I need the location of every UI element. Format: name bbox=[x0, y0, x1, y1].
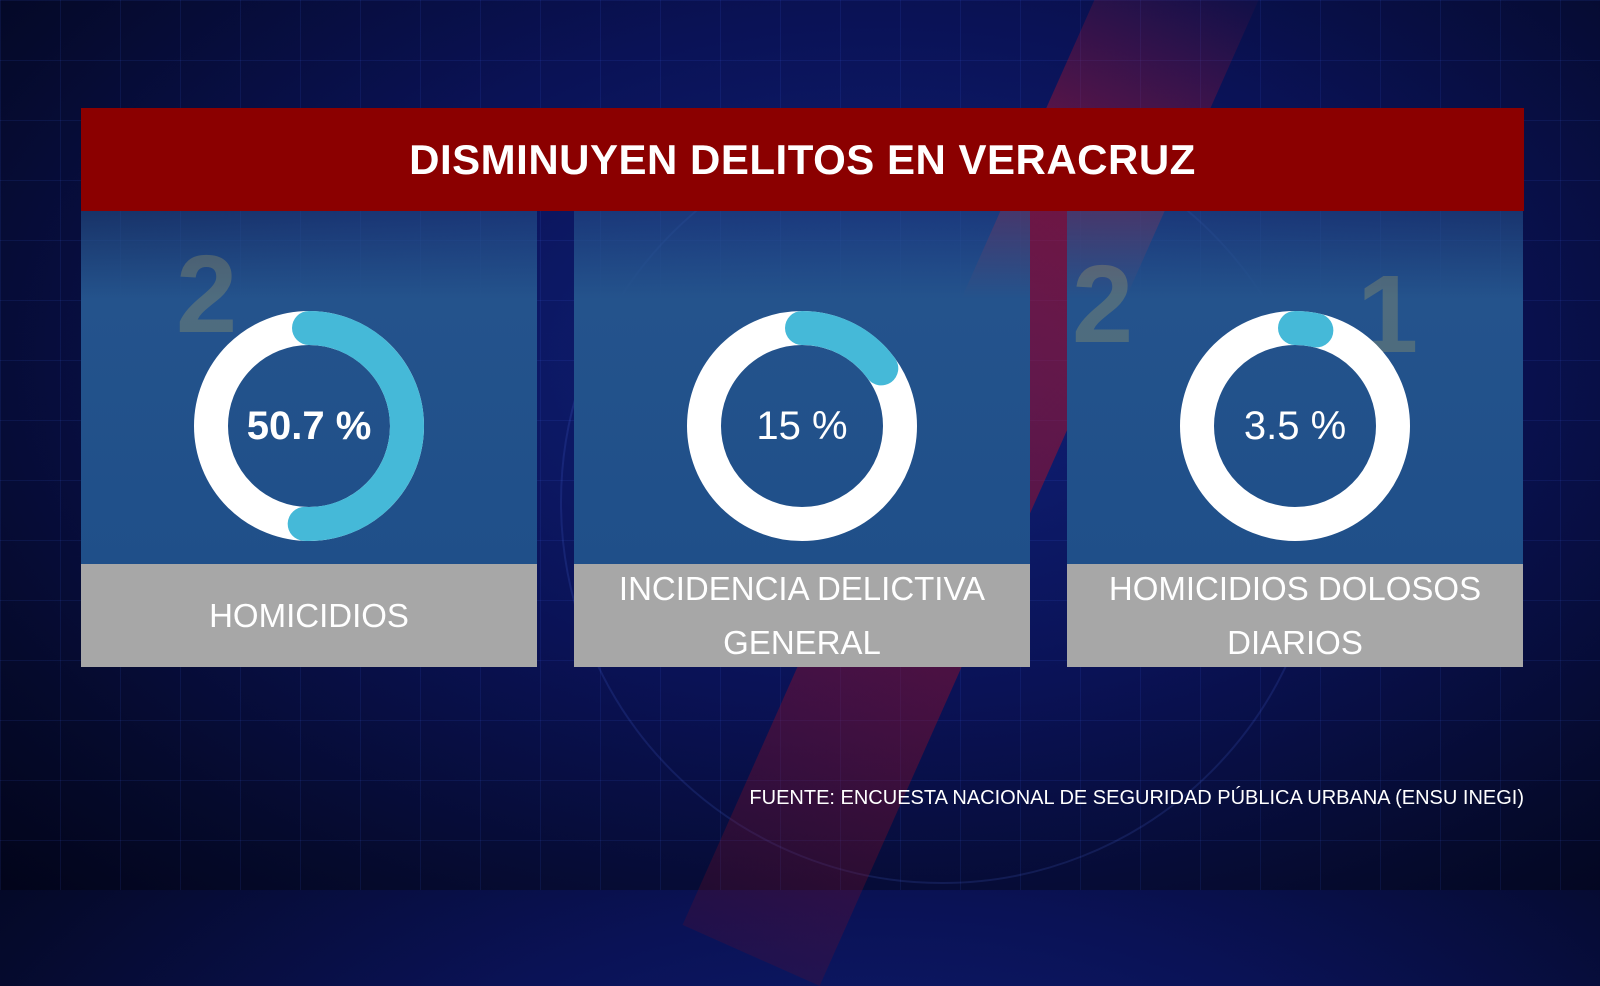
panel-top: 2 1 3.5 % bbox=[1067, 211, 1523, 564]
donut-arc bbox=[1278, 311, 1334, 348]
donut-value-label: 3.5 % bbox=[1244, 404, 1346, 448]
stat-panel-3: 2 1 3.5 % HOMICIDIOS DOLOSOS DIARIOS bbox=[1067, 211, 1523, 667]
stat-panel-1: 2 50.7 % HOMICIDIOS bbox=[81, 211, 537, 667]
title-bar: DISMINUYEN DELITOS EN VERACRUZ bbox=[81, 108, 1524, 211]
donut-value-label: 15 % bbox=[756, 404, 847, 448]
donut-arc bbox=[287, 311, 424, 541]
panel-bottom: HOMICIDIOS DOLOSOS DIARIOS bbox=[1067, 564, 1523, 667]
stat-panel-2: 15 % INCIDENCIA DELICTIVA GENERAL bbox=[574, 211, 1030, 667]
donut-chart: 15 % bbox=[687, 311, 917, 541]
evidence-marker-graphic: 2 bbox=[176, 233, 238, 356]
category-label: INCIDENCIA DELICTIVA GENERAL bbox=[618, 569, 986, 661]
donut-chart: 50.7 % bbox=[194, 311, 424, 541]
donut-chart: 3.5 % bbox=[1180, 311, 1410, 541]
panel-top: 15 % bbox=[574, 211, 1030, 564]
panel-bottom: HOMICIDIOS bbox=[81, 564, 537, 667]
page-title: DISMINUYEN DELITOS EN VERACRUZ bbox=[409, 135, 1196, 183]
source-note: FUENTE: ENCUESTA NACIONAL DE SEGURIDAD P… bbox=[749, 787, 1524, 809]
donut-arc bbox=[785, 311, 899, 386]
panel-top: 2 50.7 % bbox=[81, 211, 537, 564]
evidence-marker-graphic: 2 bbox=[1072, 243, 1134, 366]
category-label: HOMICIDIOS bbox=[209, 596, 409, 634]
donut-value-label: 50.7 % bbox=[247, 404, 372, 448]
panel-bottom: INCIDENCIA DELICTIVA GENERAL bbox=[574, 564, 1030, 667]
category-label: HOMICIDIOS DOLOSOS DIARIOS bbox=[1108, 569, 1482, 661]
